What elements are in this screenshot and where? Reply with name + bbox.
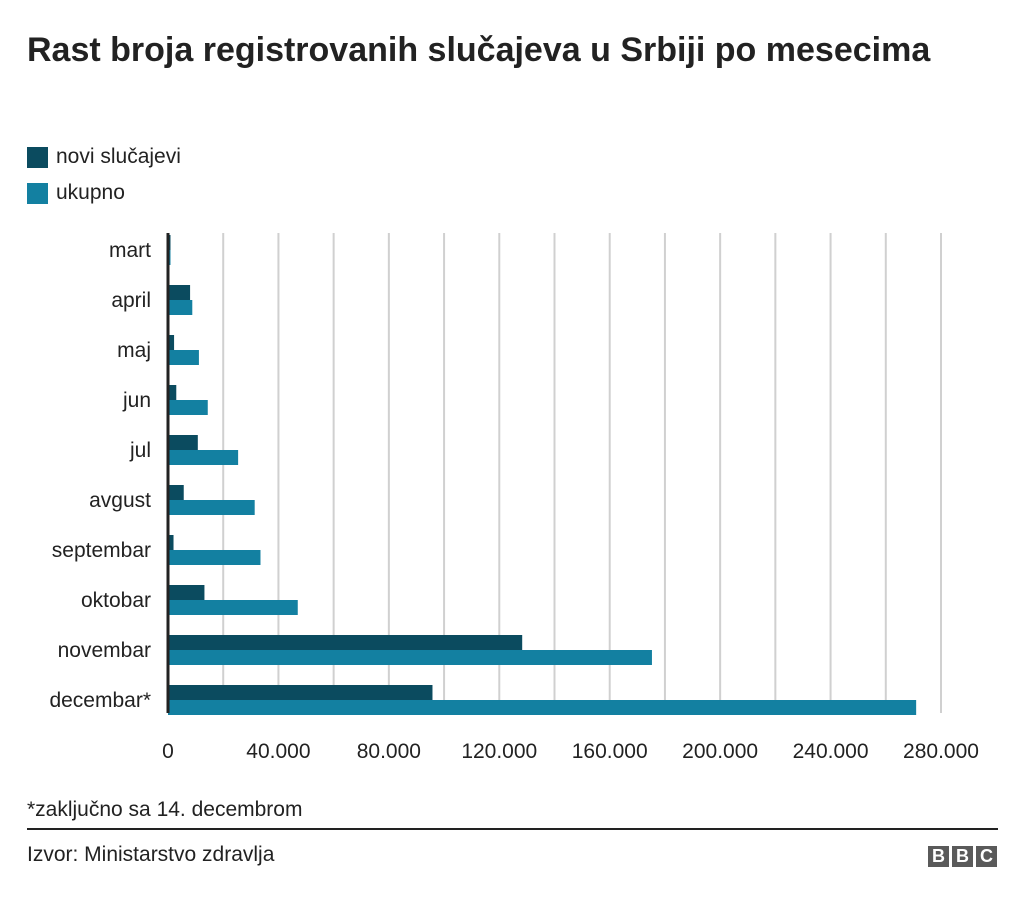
x-tick-label: 120.000 — [461, 740, 537, 763]
chart-note: *zaključno sa 14. decembrom — [27, 798, 303, 821]
bar-novi — [168, 685, 433, 700]
x-tick-label: 40.000 — [246, 740, 310, 763]
bar-novi — [168, 585, 205, 600]
bar-ukupno — [168, 700, 917, 715]
bar-ukupno — [168, 500, 255, 515]
category-label: april — [111, 289, 151, 312]
category-label: novembar — [58, 639, 151, 662]
x-tick-label: 200.000 — [682, 740, 758, 763]
bar-ukupno — [168, 600, 298, 615]
category-label: mart — [109, 239, 151, 262]
category-label: avgust — [89, 489, 151, 512]
category-label: jul — [129, 439, 151, 462]
legend-item-novi: novi slučajevi — [27, 145, 181, 169]
legend-swatch — [27, 146, 48, 168]
bar-ukupno — [168, 650, 652, 665]
x-tick-label: 80.000 — [357, 740, 421, 763]
legend-label: novi slučajevi — [56, 145, 181, 168]
x-tick-label: 160.000 — [572, 740, 648, 763]
bar-novi — [168, 485, 184, 500]
chart-source: Izvor: Ministarstvo zdravlja — [27, 843, 275, 866]
category-label: septembar — [52, 539, 151, 562]
bar-ukupno — [168, 400, 208, 415]
bar-novi — [168, 535, 174, 550]
bar-ukupno — [168, 300, 193, 315]
category-label: maj — [117, 339, 151, 362]
bar-ukupno — [168, 550, 261, 565]
category-label: oktobar — [81, 589, 151, 612]
category-label: decembar* — [49, 689, 151, 712]
x-tick-label: 240.000 — [793, 740, 869, 763]
x-tick-label: 0 — [162, 740, 174, 763]
legend-swatch — [27, 182, 48, 204]
x-tick-label: 280.000 — [903, 740, 979, 763]
category-label: jun — [122, 389, 151, 412]
bar-novi — [168, 385, 177, 400]
legend-item-ukupno: ukupno — [27, 181, 125, 205]
bar-ukupno — [168, 450, 239, 465]
divider — [27, 828, 998, 830]
bar-novi — [168, 635, 523, 650]
bar-novi — [168, 335, 175, 350]
bar-ukupno — [168, 350, 199, 365]
bar-novi — [168, 285, 191, 300]
legend-label: ukupno — [56, 181, 125, 204]
chart-title: Rast broja registrovanih slučajeva u Srb… — [27, 31, 931, 69]
bar-novi — [168, 435, 198, 450]
